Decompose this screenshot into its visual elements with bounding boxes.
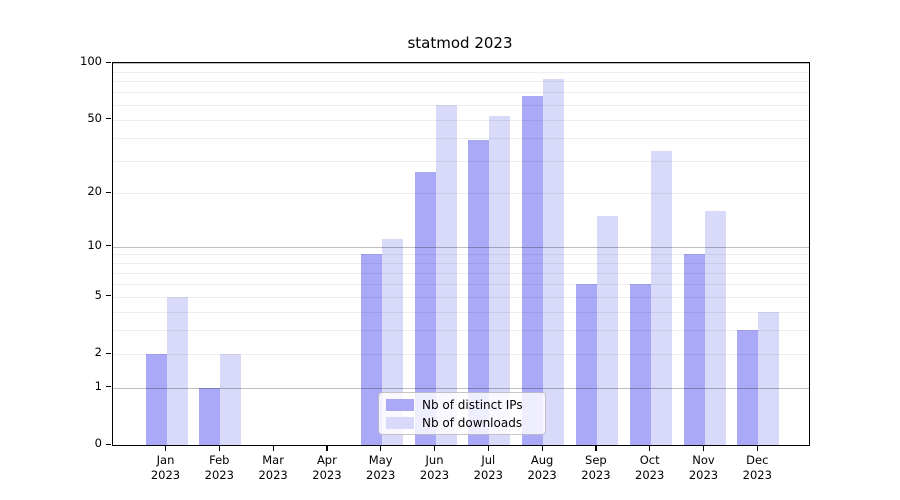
y-tick-label-5: 5: [94, 287, 102, 302]
x-tick-mar: [272, 445, 274, 451]
bar-downloads-nov: [704, 210, 726, 445]
gridline-7: [113, 272, 809, 274]
x-tick-sep: [595, 445, 597, 451]
bar-ips-aug: [522, 95, 544, 445]
bar-downloads-dec: [758, 311, 780, 445]
legend-item-distinct-ips: Nb of distinct IPs: [379, 398, 545, 412]
gridline-80: [113, 81, 809, 83]
gridline-10: [113, 246, 809, 248]
y-tick-label-0: 0: [94, 436, 102, 450]
bar-downloads-jan: [166, 296, 188, 445]
gridline-9: [113, 254, 809, 256]
y-tick-20: [106, 191, 111, 193]
x-tick-oct: [649, 445, 651, 451]
x-tick-dec: [756, 445, 759, 451]
gridline-20: [113, 193, 809, 194]
gridline-100: [113, 63, 809, 64]
gridline-4: [113, 311, 809, 313]
bar-downloads-aug: [543, 79, 565, 445]
gridline-90: [113, 71, 809, 73]
x-tick-label-apr: Apr 2023: [312, 453, 342, 482]
x-tick-label-oct: Oct 2023: [635, 453, 665, 482]
bar-downloads-jul: [489, 116, 511, 445]
bar-downloads-oct: [650, 150, 672, 445]
bar-ips-oct: [629, 283, 651, 445]
gridline-1: [113, 387, 809, 389]
gridline-2: [113, 354, 809, 356]
bar-ips-jun: [414, 172, 436, 445]
y-tick-label-10: 10: [87, 237, 102, 252]
bar-ips-dec: [737, 330, 759, 445]
x-tick-label-nov: Nov 2023: [688, 453, 719, 482]
legend-label-downloads: Nb of downloads: [422, 415, 523, 430]
y-tick-100: [106, 61, 111, 63]
x-tick-may: [380, 445, 382, 451]
legend: Nb of distinct IPs Nb of downloads: [378, 392, 546, 435]
y-tick-label-50: 50: [87, 110, 102, 125]
bar-ips-jul: [468, 139, 490, 445]
gridline-8: [113, 263, 809, 265]
x-tick-label-may: May 2023: [366, 453, 396, 482]
gridline-40: [113, 137, 809, 139]
legend-swatch-downloads: [386, 416, 414, 429]
bar-ips-feb: [199, 387, 221, 445]
legend-item-downloads: Nb of downloads: [379, 416, 545, 430]
x-tick-label-jul: Jul 2023: [473, 453, 503, 482]
x-tick-aug: [541, 445, 543, 451]
bar-ips-may: [360, 254, 382, 445]
x-tick-label-jun: Jun 2023: [419, 453, 450, 482]
x-tick-feb: [218, 445, 221, 451]
gridline-30: [113, 160, 809, 162]
x-tick-apr: [326, 445, 328, 451]
x-tick-nov: [703, 445, 705, 451]
x-tick-jan: [165, 445, 167, 451]
chart-title: statmod 2023: [407, 34, 513, 52]
plot-area: [112, 62, 810, 446]
bar-downloads-jun: [435, 104, 457, 445]
x-tick-jul: [487, 445, 490, 451]
x-tick-label-aug: Aug 2023: [527, 453, 557, 482]
bar-ips-jan: [145, 354, 167, 445]
x-tick-label-sep: Sep 2023: [581, 453, 611, 482]
bar-ips-sep: [575, 283, 597, 445]
x-tick-label-jan: Jan 2023: [150, 453, 181, 482]
y-tick-0: [106, 443, 111, 445]
y-tick-label-20: 20: [87, 184, 102, 198]
gridline-6: [113, 283, 809, 285]
gridline-50: [113, 119, 809, 121]
y-tick-10: [106, 245, 111, 247]
x-tick-label-dec: Dec 2023: [742, 453, 772, 482]
legend-swatch-distinct-ips: [386, 398, 414, 411]
x-tick-label-mar: Mar 2023: [258, 453, 288, 482]
y-tick-label-100: 100: [80, 54, 102, 68]
y-tick-label-2: 2: [94, 345, 102, 360]
gridline-70: [113, 92, 809, 94]
gridline-5: [113, 296, 809, 298]
y-tick-50: [106, 118, 111, 120]
legend-label-distinct-ips: Nb of distinct IPs: [422, 397, 523, 412]
bar-downloads-feb: [220, 354, 242, 445]
y-tick-label-1: 1: [94, 378, 102, 393]
x-tick-jun: [434, 445, 436, 451]
y-tick-5: [106, 295, 111, 297]
y-tick-2: [106, 352, 111, 354]
x-tick-label-feb: Feb 2023: [204, 453, 234, 482]
gridline-3: [113, 330, 809, 332]
gridline-60: [113, 104, 809, 106]
y-tick-1: [106, 386, 111, 388]
bar-downloads-sep: [596, 215, 618, 445]
bar-ips-nov: [683, 254, 705, 445]
